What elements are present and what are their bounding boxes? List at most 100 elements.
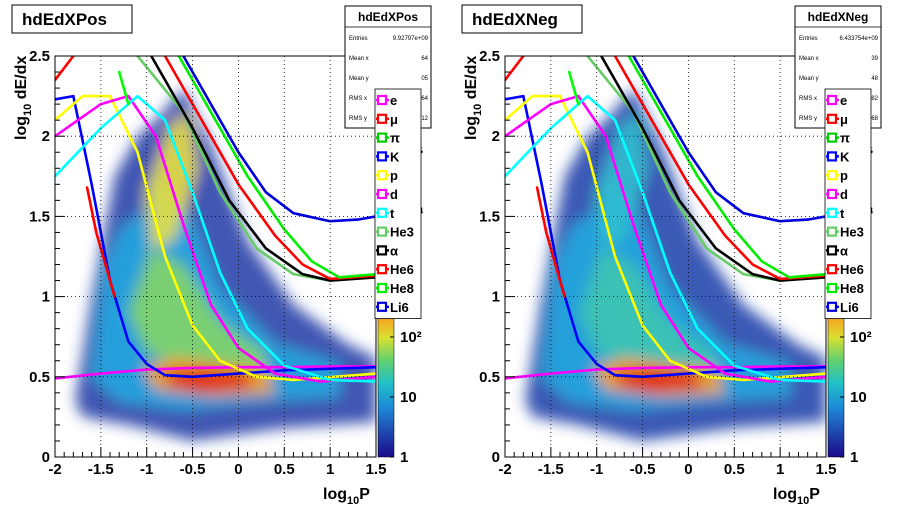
legend-marker-he6: [376, 264, 388, 275]
chart-panel-2: -2 -1.5 -1 -0.5 0 0.5 1 1.5 0 0.5 1 1.5 2 2.5 log10P lo…: [461, 4, 882, 507]
chart-title: hdEdXNeg: [472, 10, 558, 29]
y-tick-label: 2.5: [479, 48, 500, 65]
stats-row-value: 64: [421, 96, 428, 102]
x-tick-label: 0: [684, 461, 692, 478]
heatmap-density: [505, 56, 826, 441]
legend-box: [374, 88, 422, 320]
x-axis-label: log10P: [773, 486, 820, 507]
legend-label-he6: He6: [390, 262, 414, 277]
legend-label-μ: μ: [840, 112, 848, 127]
legend-marker-π: [376, 132, 388, 143]
legend-label-μ: μ: [390, 112, 398, 127]
density-band-upper: [596, 112, 648, 249]
stats-row-label: RMS y: [349, 116, 367, 122]
stats-row-value: 39: [871, 56, 878, 62]
legend-marker-μ: [376, 113, 388, 124]
z-tick-label: 10: [400, 389, 417, 406]
density-band-lower: [128, 248, 266, 377]
heatmap-bands: [75, 88, 376, 441]
legend-label-d: d: [840, 187, 848, 202]
legend-marker-d: [376, 188, 388, 200]
curve-he8: [627, 56, 826, 279]
legend-label-li6: Li6: [390, 300, 409, 315]
stats-row-value: 12: [421, 116, 428, 122]
legend-marker-α: [376, 245, 388, 256]
legend-label-he8: He8: [390, 281, 414, 296]
y-tick-label: 2.5: [29, 48, 50, 65]
legend-marker-he6: [826, 264, 838, 275]
stats-row-value: 64: [421, 56, 428, 62]
y-tick-label: 1: [42, 289, 50, 306]
stats-row-label: Mean x: [799, 56, 819, 62]
curve-t: [55, 94, 376, 383]
heatmap-density: [55, 56, 376, 441]
y-tick-label: 2: [492, 128, 500, 145]
x-tick-label: 1.5: [816, 461, 837, 478]
curve-extra-13: [567, 70, 580, 106]
y-tick-label: 0.5: [479, 369, 500, 386]
legend-marker-t: [826, 207, 838, 218]
y-axis-label: log10 dE/dx: [13, 56, 34, 140]
y-axis-label: log10 dE/dx: [463, 56, 484, 140]
curve-d: [505, 94, 826, 383]
x-tick-label: -0.5: [180, 461, 206, 478]
legend-marker-he3: [826, 226, 838, 237]
x-tick-label: -2: [498, 461, 511, 478]
legend-marker-li6: [376, 301, 388, 312]
legend-marker-π: [826, 132, 838, 143]
stats-row-label: RMS y: [799, 116, 817, 122]
x-tick-label: 0.5: [724, 461, 745, 478]
curve-he6: [613, 56, 826, 281]
stats-row-label: Mean y: [799, 76, 819, 82]
legend-label-he3: He3: [390, 225, 414, 240]
legend-marker-t: [376, 207, 388, 218]
y-tick-label: 1: [492, 289, 500, 306]
legend-label-he6: He6: [840, 262, 864, 277]
stats-row-value: 6.433754e+09: [839, 36, 878, 42]
x-tick-label: -1.5: [538, 461, 564, 478]
z-tick-label: 10²: [400, 329, 422, 346]
x-tick-label: -2: [48, 461, 61, 478]
chart-title-box: [461, 4, 583, 34]
legend-label-d: d: [390, 187, 398, 202]
legend-label-k: K: [840, 149, 850, 164]
curve-e: [55, 365, 376, 380]
stats-row-value: 48: [871, 76, 878, 82]
legend-label-e: e: [390, 93, 397, 108]
legend-label-he3: He3: [840, 225, 864, 240]
legend-marker-e: [826, 94, 838, 106]
legend-label-π: π: [840, 131, 850, 146]
x-axis-label: log10P: [323, 486, 370, 507]
z-tick-label: 10: [850, 389, 867, 406]
heatmap-bands: [525, 88, 826, 441]
legend-label-t: t: [840, 206, 845, 221]
legend-marker-μ: [826, 113, 838, 124]
x-tick-label: -0.5: [630, 461, 656, 478]
legend-label-α: α: [390, 243, 398, 258]
y-tick-label: 1.5: [29, 208, 50, 225]
stats-row-value: 05: [421, 76, 428, 82]
z-tick-label: 1: [850, 449, 858, 466]
legend-label-p: p: [840, 168, 848, 183]
curve-k: [505, 94, 826, 379]
legend-marker-e: [376, 94, 388, 106]
x-tick-label: -1: [590, 461, 603, 478]
legend-label-li6: Li6: [840, 300, 859, 315]
legend-marker-he8: [826, 282, 838, 294]
legend-label-α: α: [840, 243, 848, 258]
stats-row-label: Entries: [349, 36, 368, 42]
x-tick-label: -1.5: [88, 461, 114, 478]
x-tick-label: 1: [776, 461, 784, 478]
curve-μ: [505, 56, 525, 82]
curve-p: [505, 94, 826, 382]
color-scale-bar: [828, 282, 844, 457]
legend-label-k: K: [390, 149, 400, 164]
y-tick-label: 0: [42, 449, 50, 466]
legend-marker-li6: [826, 301, 838, 312]
legend-marker-he8: [376, 282, 388, 294]
curve-k: [55, 94, 376, 379]
curve-e: [505, 365, 826, 380]
z-tick-label: 10²: [850, 329, 872, 346]
legend-marker-he3: [376, 226, 388, 237]
